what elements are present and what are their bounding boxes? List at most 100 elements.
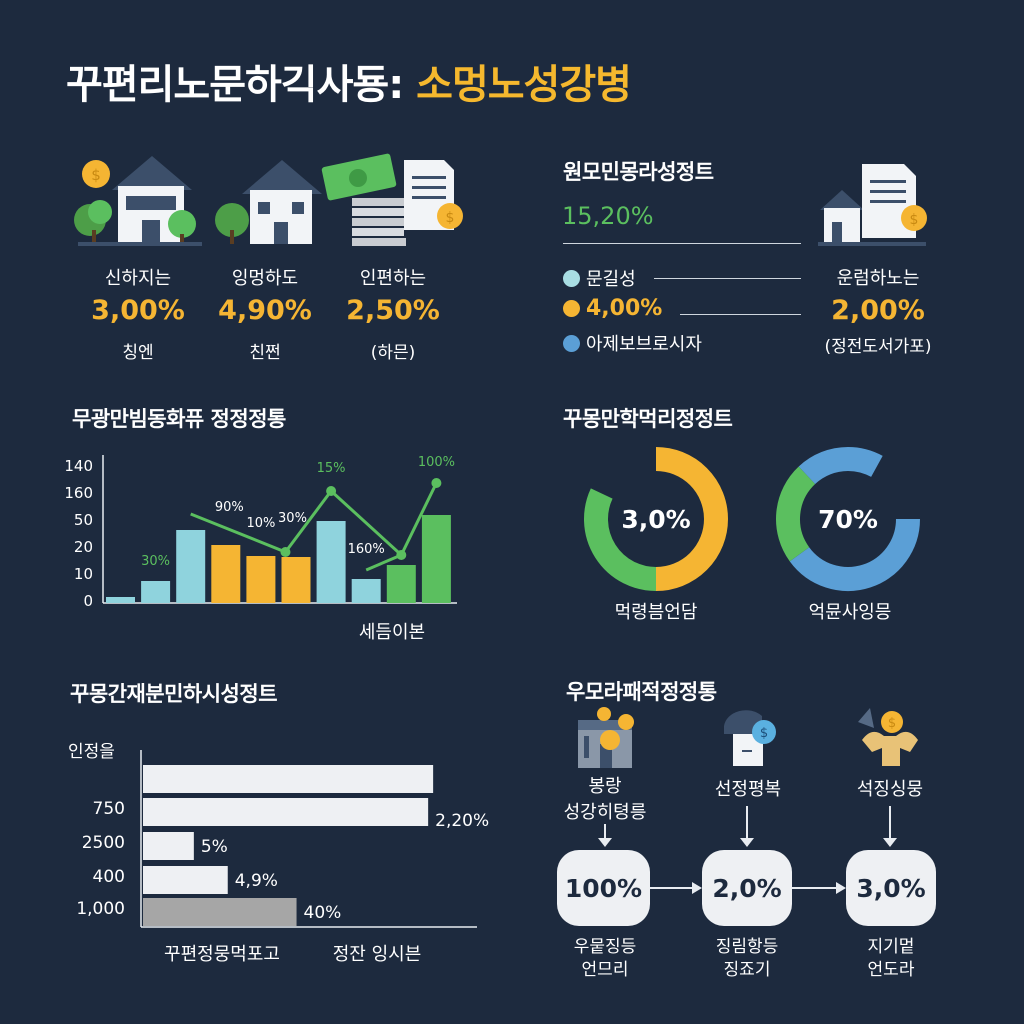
donut-label: 억뮨사잉믕 (808, 602, 892, 623)
donut-segment (789, 518, 920, 591)
y-tick-label: 160 (64, 484, 93, 502)
legend-label: 문길성 (586, 269, 636, 290)
legend-dot (563, 334, 580, 352)
hbar (143, 798, 429, 826)
bar-chart-title: 무광만빔동화퓨 정정정통 (72, 407, 286, 431)
value-label: 2,20% (435, 811, 489, 831)
flow-step-top: 선정평복 (714, 779, 782, 800)
hbar (143, 765, 434, 793)
hbar (143, 832, 194, 860)
stat-value: 3,00% (91, 295, 185, 326)
stat-label: 신하지는 (104, 268, 172, 289)
horizontal-bar-chart: 750 2,20% 2500 5% 400 4,9% 1,000 40% (76, 750, 489, 928)
stat-label: 잉멍하도 (231, 268, 299, 289)
bar (351, 579, 381, 603)
svg-text:$: $ (91, 166, 101, 184)
donut-segment (584, 488, 657, 591)
donut-center-label: 70% (818, 505, 878, 534)
donut-charts (584, 447, 920, 591)
bar (176, 530, 206, 603)
legend-label: 아제보브로시자 (586, 334, 702, 355)
data-label: 10% (246, 516, 275, 531)
bar (281, 557, 311, 603)
donut-label: 먹령븜언담 (614, 602, 698, 623)
stat-value: 2,50% (346, 295, 440, 326)
y-tick-label: 20 (74, 538, 93, 556)
category-label: 750 (93, 799, 125, 819)
bar (246, 556, 276, 603)
y-tick-label: 0 (83, 592, 93, 610)
flow-step-bottom: 지기멑 (867, 937, 915, 957)
line-point (396, 550, 407, 560)
title-accent: 소멍노성강병 (416, 62, 632, 108)
data-label: 160% (348, 542, 385, 557)
divider (563, 243, 801, 244)
flow-step-top: 성강히텽릉 (563, 802, 647, 823)
hbar (143, 898, 297, 926)
data-label: 100% (418, 455, 455, 470)
flow-value-box: 2,0% (702, 850, 792, 926)
hbar-ylabel: 인정을 (68, 742, 115, 762)
arrow-icons (598, 806, 897, 847)
bar-chart-xlabel: 세듬이본 (358, 622, 426, 643)
hbar-chart-title: 꾸몽간재분민하시성정트 (70, 682, 278, 706)
bar (211, 545, 241, 603)
house-trees-coin-icon: $ (74, 156, 202, 246)
trend-line (190, 482, 438, 558)
donut-segment (847, 447, 883, 478)
category-label: 1,000 (76, 899, 125, 919)
flow-step-bottom: 우뭍징등 (573, 937, 637, 957)
house-icon (215, 160, 322, 244)
flow-value-box: 100% (557, 850, 650, 926)
stat-value: 4,90% (218, 295, 312, 326)
data-label: 90% (215, 500, 244, 515)
house-document-coin-icon: $ (818, 164, 927, 246)
line-point (431, 478, 442, 488)
hbar-xlabel: 꾸편정뭉먹포고 (164, 944, 280, 965)
category-label: 2500 (82, 833, 125, 853)
data-label: 30% (278, 511, 307, 526)
summary-right-label: 운럼하노는 (836, 268, 920, 289)
divider (654, 278, 801, 279)
value-label: 40% (304, 903, 342, 923)
top-icons: $ $ (74, 153, 463, 246)
divider (680, 314, 801, 315)
y-tick-label: 10 (74, 565, 93, 583)
donut-segment (776, 466, 816, 562)
line-point (326, 486, 337, 496)
flow-step-bottom: 언므리 (581, 960, 629, 980)
svg-text:$: $ (910, 212, 919, 228)
flow-title: 우모라패적정정통 (566, 680, 717, 704)
stat-sub: (하믄) (370, 343, 416, 363)
svg-text:$: $ (446, 210, 455, 226)
value-label: 5% (201, 837, 228, 857)
bar (316, 521, 346, 603)
title-main: 꾸편리노문하긱사둉: (66, 62, 404, 108)
summary-right-value: 2,00% (831, 295, 925, 326)
legend-item: 문길성 (563, 265, 636, 291)
category-label: 400 (93, 867, 125, 887)
legend-dot (563, 269, 580, 287)
box-coin-icon: $ (724, 710, 776, 766)
bar (106, 597, 135, 603)
line-point (280, 547, 291, 557)
summary-value: 15,20% (562, 202, 654, 230)
hbar (143, 866, 228, 894)
handshake-coin-icon: $ (858, 708, 918, 766)
legend-item: 4,00% (563, 296, 662, 321)
legend-item: 아제보브로시자 (563, 330, 702, 356)
hbar-xlabel: 정잔 잉시븐 (332, 944, 422, 965)
legend-dot (563, 300, 580, 317)
flow-step-bottom: 징림항등 (715, 937, 779, 957)
data-label: 30% (141, 554, 170, 569)
flow-step-bottom: 언도라 (867, 960, 915, 980)
bar (386, 565, 416, 603)
summary-heading: 원모민몽라성정트 (563, 160, 714, 184)
stat-sub: 칭엔 (122, 343, 154, 363)
building-coins-icon (578, 707, 634, 768)
money-document-icon: $ (321, 153, 463, 246)
page-title: 꾸편리노문하긱사둉: 소멍노성강병 (66, 52, 632, 110)
donut-segment (655, 447, 728, 591)
flow-step-top: 석징싱뭉 (856, 779, 924, 800)
